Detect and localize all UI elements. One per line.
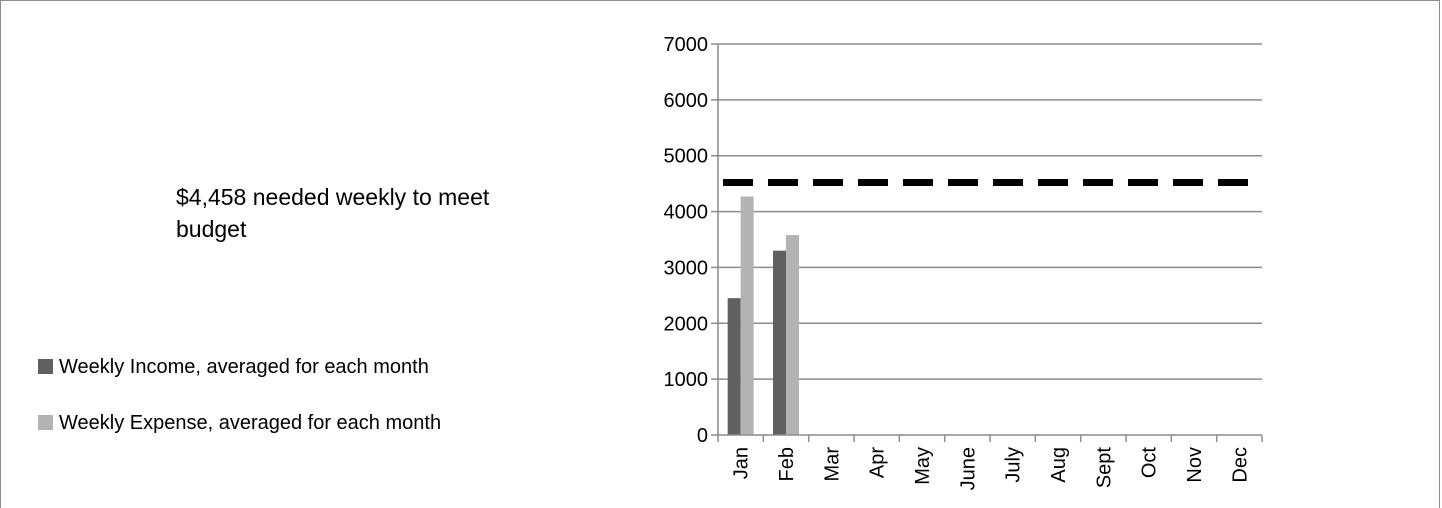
legend-item-income: Weekly Income, averaged for each month: [38, 355, 429, 379]
y-tick-label-0: 0: [697, 425, 708, 447]
legend-label-expense: Weekly Expense, averaged for each month: [59, 412, 442, 434]
x-tick-label-feb: Feb: [776, 447, 798, 481]
bars: [727, 196, 799, 435]
y-tick-label-6000: 6000: [664, 90, 709, 112]
tick-labels: 0 1000 2000 3000 4000 5000 6000 7000 Jan Feb Mar Ap…: [664, 34, 1252, 490]
y-tick-label-3000: 3000: [664, 257, 709, 279]
x-tick-label-jan: Jan: [731, 447, 753, 479]
y-tick-label-2000: 2000: [664, 313, 709, 335]
legend-label-income: Weekly Income, averaged for each month: [59, 356, 429, 378]
x-tick-label-sept: Sept: [1093, 447, 1115, 489]
y-tick-label-4000: 4000: [664, 202, 709, 224]
legend-item-expense: Weekly Expense, averaged for each month: [38, 411, 441, 435]
x-tick-label-mar: Mar: [821, 447, 843, 482]
x-tick-label-july: July: [1003, 447, 1025, 483]
gridlines: [718, 43, 1262, 380]
y-tick-label-7000: 7000: [664, 34, 709, 56]
x-tick-label-nov: Nov: [1184, 447, 1206, 483]
legend-swatch-expense: [38, 415, 53, 430]
x-tick-label-aug: Aug: [1048, 447, 1070, 483]
bar-expense-jan: [740, 196, 754, 435]
y-tick-label-5000: 5000: [664, 146, 709, 168]
x-tick-label-dec: Dec: [1229, 447, 1251, 483]
x-tick-label-apr: Apr: [867, 447, 889, 478]
x-tick-label-june: June: [957, 447, 979, 490]
x-tick-label-may: May: [912, 447, 934, 485]
y-tick-label-1000: 1000: [664, 369, 709, 391]
budget-annotation: $4,458 needed weekly to meet budget: [176, 184, 490, 242]
bar-income-jan: [727, 298, 741, 435]
bar-expense-feb: [786, 235, 799, 435]
legend-swatch-income: [38, 359, 53, 374]
bar-income-feb: [773, 250, 786, 435]
x-tick-label-oct: Oct: [1139, 447, 1161, 479]
axes: [711, 43, 1263, 442]
